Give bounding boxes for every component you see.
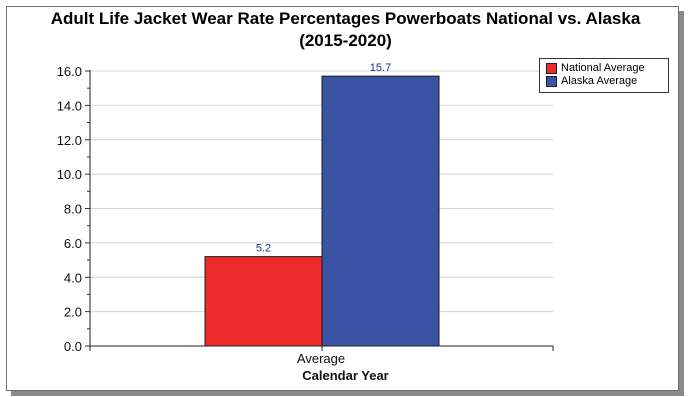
legend-label-alaska: Alaska Average [561,75,638,87]
x-tick-label: Average [296,351,346,366]
y-tick-label: 6.0 [64,236,82,251]
data-label-alaska: 15.7 [370,62,391,74]
bar-alaska [321,75,440,347]
chart-title: Adult Life Jacket Wear Rate Percentages … [0,8,691,52]
y-tick-label: 12.0 [57,133,82,148]
legend-swatch-alaska [546,75,557,87]
y-tick-label: 10.0 [57,167,82,182]
y-tick-label: 16.0 [57,64,82,79]
x-axis-label: Calendar Year [302,368,389,383]
chart-title-main: Adult Life Jacket Wear Rate Percentages … [50,9,641,28]
legend-swatch-national [546,62,557,74]
y-tick-label: 4.0 [64,270,82,285]
y-tick-label: 14.0 [57,98,82,113]
chart-subtitle: (2015-2020) [299,31,392,50]
data-label-national: 5.2 [256,243,271,255]
legend: National Average Alaska Average [539,58,669,93]
bar-national [204,256,323,347]
y-tick-label: 8.0 [64,202,82,217]
y-tick-label: 2.0 [64,305,82,320]
y-tick-label: 0.0 [64,339,82,354]
legend-item-alaska: Alaska Average [546,75,637,88]
legend-item-national: National Average [546,62,645,75]
legend-label-national: National Average [561,62,645,74]
